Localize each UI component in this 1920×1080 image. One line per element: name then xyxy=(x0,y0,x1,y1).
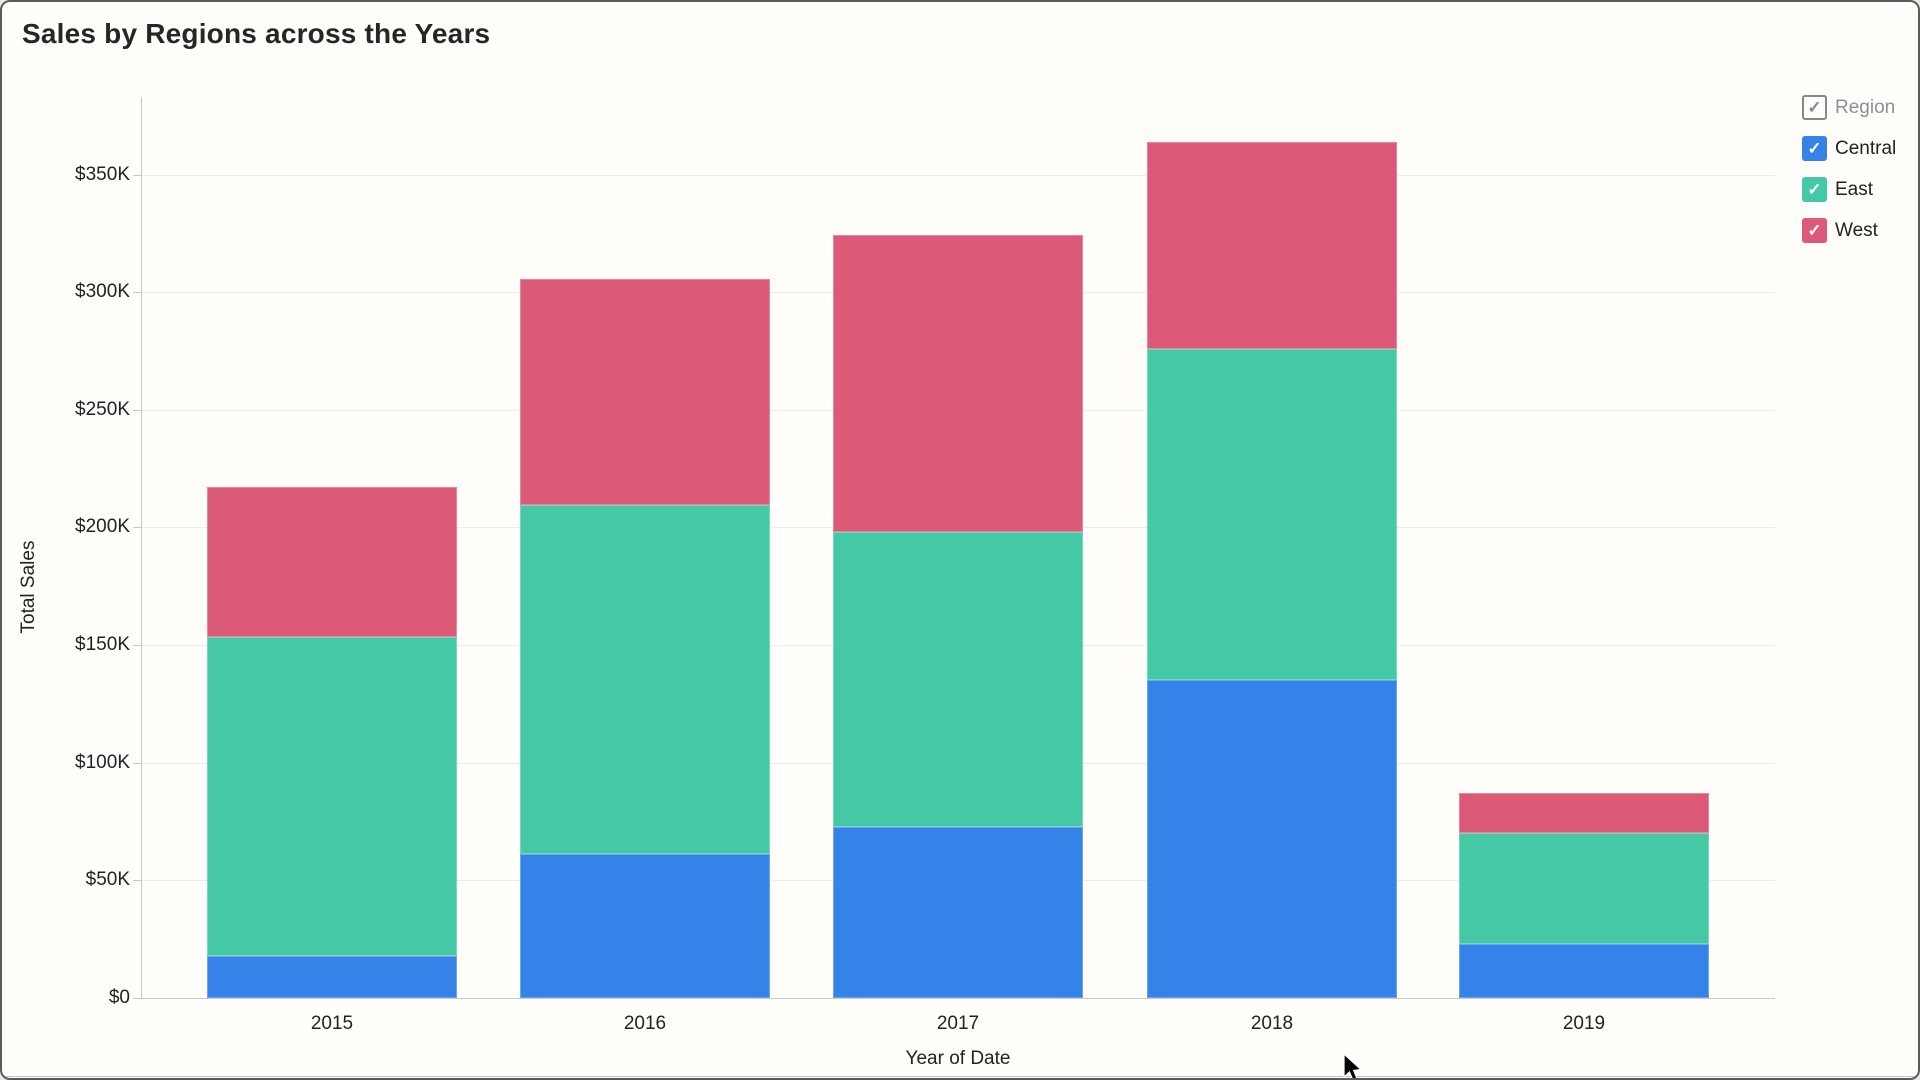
bar-2016-central[interactable] xyxy=(520,854,770,998)
bar-2018-central[interactable] xyxy=(1147,680,1397,998)
y-tick-label: $300K xyxy=(75,281,130,303)
bar-2016-east[interactable] xyxy=(520,505,770,855)
bar-2015-east[interactable] xyxy=(207,636,457,956)
window-bottom-rule xyxy=(2,1076,1918,1077)
x-tick-label-2019: 2019 xyxy=(1562,1013,1606,1034)
y-tick-label: $150K xyxy=(75,634,130,656)
legend-label: Central xyxy=(1835,137,1897,159)
legend-label: West xyxy=(1835,219,1878,241)
x-tick-label-2015: 2015 xyxy=(310,1013,354,1034)
legend-item-west[interactable]: ✓ West xyxy=(1802,218,1878,243)
bar-2017-central[interactable] xyxy=(833,827,1083,998)
y-axis-line xyxy=(141,96,142,998)
y-tick-label: $200K xyxy=(75,516,130,538)
bar-2019-east[interactable] xyxy=(1459,833,1709,944)
y-tick-label: $100K xyxy=(75,751,130,773)
legend-label: East xyxy=(1835,178,1874,200)
legend-item-central[interactable]: ✓ Central xyxy=(1802,136,1896,161)
y-axis-tick xyxy=(133,998,141,999)
bar-2015-west[interactable] xyxy=(207,487,457,637)
mouse-cursor xyxy=(1343,1053,1363,1078)
legend-checkbox[interactable]: ✓ xyxy=(1802,177,1827,202)
y-axis-tick xyxy=(133,174,141,176)
x-tick-label-2018: 2018 xyxy=(1250,1013,1294,1034)
y-axis-tick xyxy=(133,880,141,882)
bar-2018-west[interactable] xyxy=(1147,141,1397,349)
legend-item-east[interactable]: ✓ East xyxy=(1802,177,1873,202)
x-axis-title: Year of Date xyxy=(905,1048,1011,1069)
chart-title: Sales by Regions across the Years xyxy=(22,18,491,49)
y-tick-label: $350K xyxy=(75,163,130,185)
bar-2018-east[interactable] xyxy=(1147,348,1397,681)
x-tick-label-2016: 2016 xyxy=(623,1013,667,1034)
x-tick-label-2017: 2017 xyxy=(936,1013,980,1034)
y-axis-tick xyxy=(133,292,141,294)
y-axis-tick xyxy=(133,409,141,411)
bar-2017-east[interactable] xyxy=(833,532,1083,828)
y-tick-label: $0 xyxy=(108,987,130,1008)
gridline xyxy=(141,174,1775,176)
legend-checkbox[interactable]: ✓ xyxy=(1802,218,1827,243)
bar-2016-west[interactable] xyxy=(520,279,770,506)
legend-label: Region xyxy=(1835,96,1896,118)
bar-2015-central[interactable] xyxy=(207,955,457,998)
y-axis-tick xyxy=(133,527,141,529)
y-tick-label: $250K xyxy=(75,398,130,420)
bar-2017-west[interactable] xyxy=(833,234,1083,533)
y-axis-title: Total Sales xyxy=(18,540,39,634)
gridline xyxy=(141,998,1775,999)
legend-checkbox[interactable]: ✓ xyxy=(1802,136,1827,161)
legend-checkbox[interactable]: ✓ xyxy=(1802,95,1827,120)
y-tick-label: $50K xyxy=(85,869,130,891)
bar-2019-west[interactable] xyxy=(1459,793,1709,834)
legend-header-region[interactable]: ✓ Region xyxy=(1802,95,1895,120)
bar-2019-central[interactable] xyxy=(1459,943,1709,998)
y-axis-tick xyxy=(133,645,141,647)
y-axis-tick xyxy=(133,762,141,764)
